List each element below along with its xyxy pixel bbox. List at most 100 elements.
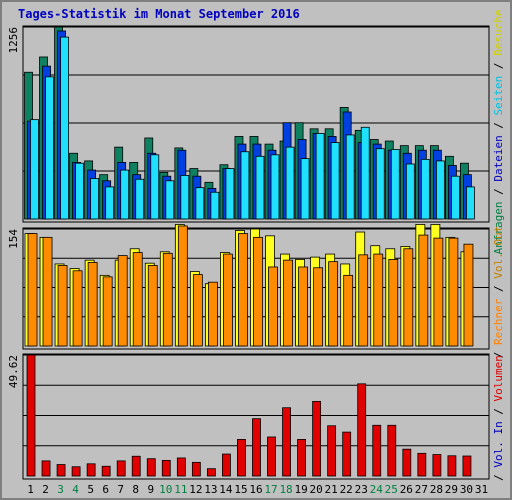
bar-seiten-24	[375, 148, 385, 220]
x-tick-label-day-11: 11	[174, 483, 187, 496]
bar-seiten-23	[360, 126, 370, 220]
bar-volumen-13	[206, 468, 216, 477]
bar-rechner-20	[313, 267, 324, 347]
bar-volumen-17	[267, 436, 276, 477]
bar-seiten-15	[240, 151, 250, 220]
bar-seiten-2	[45, 76, 54, 220]
legend-hits-part: Anfragen	[492, 202, 505, 255]
bar-volumen-27	[417, 452, 427, 477]
bar-seiten-17	[270, 154, 280, 220]
bar-volumen-9	[146, 458, 156, 477]
bar-rechner-1	[27, 233, 38, 347]
bar-rechner-2	[42, 236, 53, 347]
legend-hits: Anfragen / Dateien / Seiten / Besuche	[492, 9, 505, 254]
chart-title: Tages-Statistik im Monat September 2016	[18, 7, 300, 21]
bar-volumen-28	[432, 454, 442, 477]
bar-seiten-7	[120, 169, 130, 220]
legend-hits-part: Dateien	[492, 135, 505, 181]
bar-seiten-8	[135, 178, 145, 220]
bar-rechner-21	[328, 261, 339, 347]
x-tick-label-day-1: 1	[27, 483, 34, 496]
bar-rechner-12	[192, 274, 203, 347]
bar-volumen-29	[447, 455, 457, 477]
x-tick-label-day-17: 17	[264, 483, 277, 496]
x-tick-label-day-14: 14	[219, 483, 233, 496]
bar-seiten-21	[330, 142, 340, 220]
bar-rechner-30	[463, 243, 474, 347]
x-tick-label-day-24: 24	[370, 483, 384, 496]
legend-visits-part: Rechner	[492, 298, 505, 345]
x-tick-label-day-12: 12	[189, 483, 202, 496]
bar-rechner-18	[283, 259, 293, 347]
bar-volumen-16	[252, 418, 261, 477]
bar-rechner-22	[343, 274, 354, 347]
x-tick-label-day-3: 3	[57, 483, 64, 496]
bar-seiten-10	[165, 180, 175, 220]
bar-seiten-9	[150, 154, 160, 220]
x-tick-label-day-15: 15	[234, 483, 247, 496]
bar-seiten-22	[345, 134, 355, 220]
bar-seiten-13	[210, 191, 220, 220]
bar-rechner-26	[403, 248, 414, 347]
x-tick-label-day-2: 2	[42, 483, 49, 496]
bar-seiten-29	[451, 175, 460, 220]
bar-volumen-12	[191, 461, 201, 477]
bar-volumen-2	[41, 460, 51, 477]
bar-seiten-20	[315, 132, 325, 220]
legend-hits-part: Seiten	[492, 76, 505, 116]
x-tick-label-day-25: 25	[385, 483, 398, 496]
bar-volumen-7	[116, 460, 126, 477]
legend-hits-part: /	[492, 56, 505, 76]
bar-rechner-3	[57, 265, 68, 347]
x-tick-label-day-6: 6	[102, 483, 109, 496]
bar-volumen-6	[101, 465, 111, 477]
bar-seiten-25	[390, 149, 400, 220]
x-tick-label-day-31: 31	[475, 483, 488, 496]
bar-rechner-4	[72, 270, 83, 347]
bar-volumen-10	[161, 459, 171, 477]
bar-seiten-5	[90, 178, 100, 220]
bar-volumen-20	[312, 400, 322, 477]
x-tick-label-day-19: 19	[294, 483, 307, 496]
bar-rechner-7	[117, 255, 128, 347]
bar-volumen-14	[222, 453, 231, 477]
bar-seiten-12	[195, 187, 205, 220]
bar-volumen-25	[387, 424, 397, 477]
bar-volumen-11	[176, 457, 186, 477]
bar-rechner-24	[373, 253, 384, 347]
legend-volume-part: Vol. In	[492, 421, 505, 467]
bar-seiten-18	[285, 146, 295, 220]
bar-volumen-23	[357, 383, 367, 477]
bar-seiten-6	[105, 186, 115, 220]
bar-seiten-19	[300, 158, 310, 220]
bar-rechner-14	[223, 253, 233, 347]
legend-visits-part: Vol. Out	[492, 226, 505, 279]
x-tick-label-day-29: 29	[445, 483, 458, 496]
x-tick-label-day-10: 10	[159, 483, 172, 496]
bar-seiten-3	[60, 36, 69, 220]
bar-seiten-27	[420, 158, 430, 220]
bar-rechner-8	[132, 252, 143, 347]
bar-rechner-17	[268, 266, 278, 347]
x-tick-label-day-30: 30	[460, 483, 473, 496]
legend-volume-part: Volumen	[492, 355, 505, 401]
x-tick-label-day-4: 4	[72, 483, 79, 496]
bar-rechner-15	[238, 233, 248, 347]
x-tick-label-day-9: 9	[147, 483, 154, 496]
bar-volumen-24	[372, 424, 382, 477]
bar-rechner-16	[253, 236, 263, 347]
legend-visits-part: /	[492, 345, 505, 358]
x-tick-label-day-28: 28	[430, 483, 443, 496]
bar-rechner-27	[418, 234, 429, 347]
x-tick-label-day-5: 5	[87, 483, 94, 496]
x-tick-label-day-22: 22	[340, 483, 353, 496]
bar-volumen-26	[402, 448, 412, 477]
bar-rechner-10	[162, 252, 173, 347]
x-tick-label-day-26: 26	[400, 483, 413, 496]
legend-volume-part: /	[492, 468, 505, 481]
legend-volume: / Vol. In / Volumen	[492, 355, 505, 481]
bar-rechner-13	[207, 281, 218, 347]
legend-volume-part: /	[492, 401, 505, 421]
bar-volumen-21	[327, 425, 337, 477]
bar-volumen-8	[131, 455, 141, 477]
